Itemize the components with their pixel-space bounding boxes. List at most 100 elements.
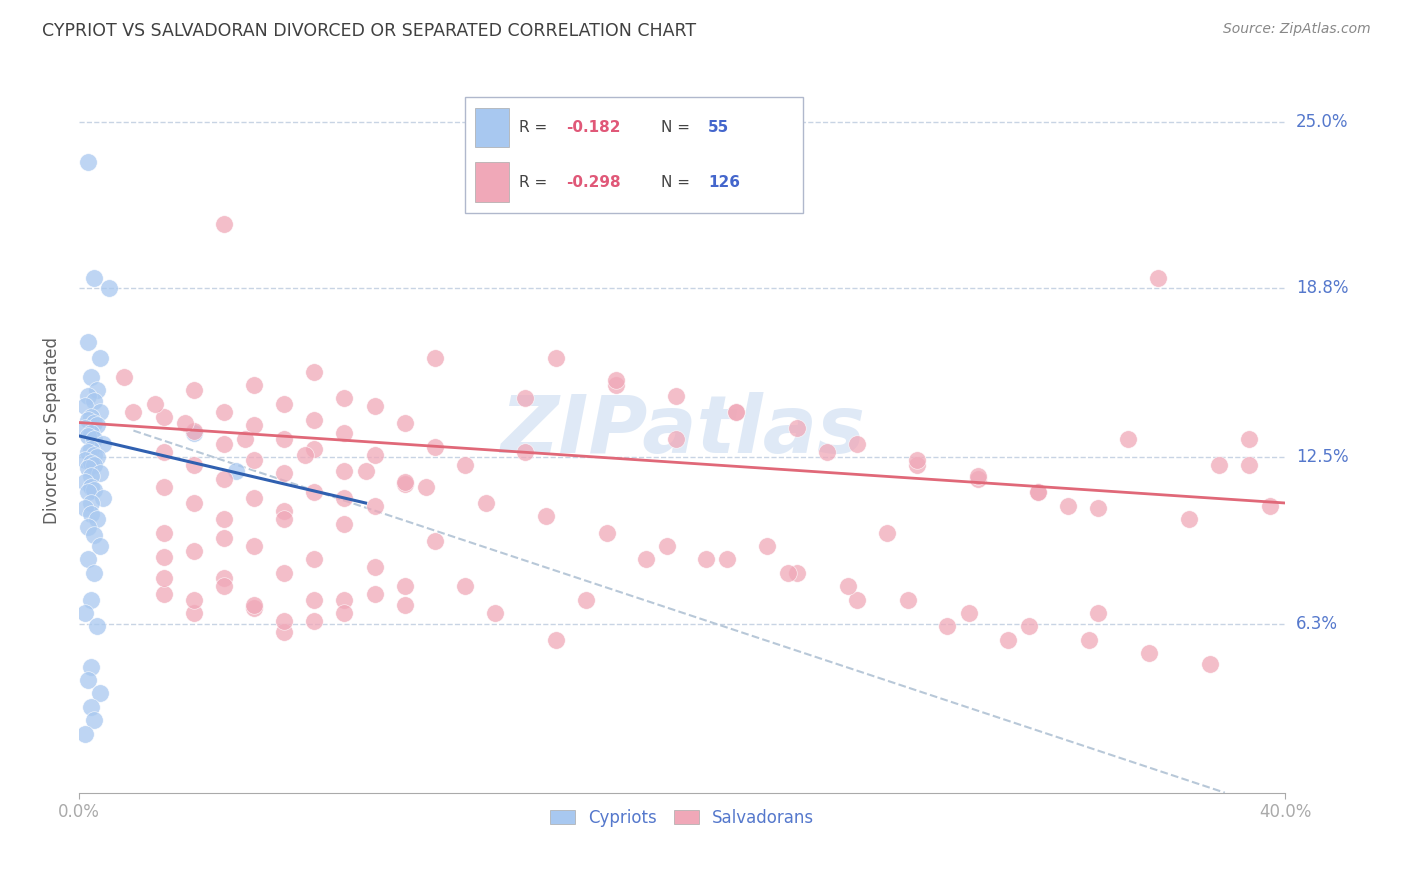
Point [966, 472, 988, 486]
Point [89, 539, 111, 553]
Point [77, 485, 100, 500]
Point [75, 421, 97, 435]
Point [212, 437, 235, 451]
Point [655, 539, 678, 553]
Point [363, 400, 385, 414]
Point [273, 504, 295, 518]
Point [605, 373, 627, 387]
Point [86, 418, 108, 433]
Point [1026, 485, 1049, 500]
Point [394, 579, 416, 593]
Point [394, 477, 416, 491]
Point [634, 552, 657, 566]
Point [77, 334, 100, 349]
Point [1177, 512, 1199, 526]
Point [152, 549, 174, 564]
Point [363, 499, 385, 513]
Point [83, 394, 105, 409]
Point [212, 531, 235, 545]
Point [515, 445, 537, 459]
Point [1258, 499, 1281, 513]
Point [77, 461, 100, 475]
Point [83, 483, 105, 497]
Point [80, 370, 103, 384]
Point [183, 426, 205, 441]
Point [77, 389, 100, 403]
Point [716, 552, 738, 566]
Point [173, 416, 195, 430]
Point [80, 469, 103, 483]
Point [394, 598, 416, 612]
Point [544, 632, 567, 647]
Point [212, 571, 235, 585]
Point [243, 378, 266, 392]
Point [183, 384, 205, 398]
Point [333, 491, 356, 505]
Point [815, 445, 838, 459]
Point [1237, 432, 1260, 446]
Point [333, 426, 356, 441]
Point [786, 566, 808, 580]
Point [83, 458, 105, 473]
Point [80, 456, 103, 470]
Point [273, 614, 295, 628]
Point [91, 437, 114, 451]
Text: 6.3%: 6.3% [1296, 615, 1339, 632]
Point [333, 392, 356, 406]
Point [91, 491, 114, 505]
Point [183, 458, 205, 473]
Point [837, 579, 859, 593]
Text: CYPRIOT VS SALVADORAN DIVORCED OR SEPARATED CORRELATION CHART: CYPRIOT VS SALVADORAN DIVORCED OR SEPARA… [42, 22, 696, 40]
Point [80, 442, 103, 457]
Point [1208, 458, 1230, 473]
Point [725, 405, 748, 419]
Point [83, 566, 105, 580]
Point [243, 491, 266, 505]
Point [152, 445, 174, 459]
Point [333, 464, 356, 478]
Point [152, 587, 174, 601]
Point [876, 525, 898, 540]
Point [80, 410, 103, 425]
Point [363, 587, 385, 601]
Point [1087, 606, 1109, 620]
Point [544, 351, 567, 366]
Point [89, 467, 111, 481]
Point [80, 426, 103, 441]
Point [1198, 657, 1220, 671]
Point [905, 453, 928, 467]
Point [80, 480, 103, 494]
Text: Source: ZipAtlas.com: Source: ZipAtlas.com [1223, 22, 1371, 37]
Point [183, 606, 205, 620]
Point [415, 480, 437, 494]
Point [273, 432, 295, 446]
Point [394, 475, 416, 489]
Point [212, 579, 235, 593]
Point [83, 270, 105, 285]
Point [394, 416, 416, 430]
Point [454, 579, 477, 593]
Point [304, 614, 326, 628]
Point [776, 566, 799, 580]
Point [423, 533, 446, 548]
Point [152, 410, 174, 425]
Point [77, 155, 100, 169]
Point [1139, 646, 1161, 660]
Point [122, 405, 145, 419]
Point [997, 632, 1019, 647]
Point [354, 464, 377, 478]
Point [89, 405, 111, 419]
Point [1147, 270, 1170, 285]
Point [143, 397, 166, 411]
Point [363, 448, 385, 462]
Point [86, 512, 108, 526]
Point [243, 598, 266, 612]
Point [183, 496, 205, 510]
Point [75, 400, 97, 414]
Legend: Cypriots, Salvadorans: Cypriots, Salvadorans [541, 800, 823, 835]
Point [333, 517, 356, 532]
Point [423, 440, 446, 454]
Point [1026, 485, 1049, 500]
Point [80, 496, 103, 510]
Point [212, 512, 235, 526]
